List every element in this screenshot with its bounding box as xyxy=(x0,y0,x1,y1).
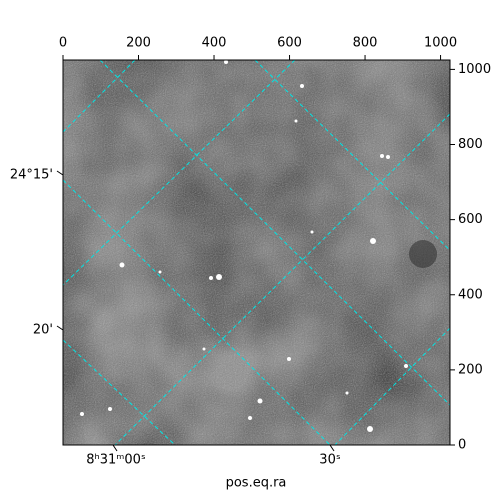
y-tick-label: 200 xyxy=(458,362,483,377)
ra-label: 30ˢ xyxy=(319,453,341,468)
y-tick-label: 600 xyxy=(458,212,483,227)
sky-image xyxy=(63,60,450,445)
x-tick-label: 600 xyxy=(277,36,302,51)
x-tick-label: 400 xyxy=(202,36,227,51)
dec-label: 24°15' xyxy=(10,168,53,183)
dec-label: 20' xyxy=(33,323,53,338)
ra-label: 8ʰ31ᵐ00ˢ xyxy=(86,453,146,468)
y-tick-label: 800 xyxy=(458,137,483,152)
x-tick-label: 0 xyxy=(59,36,67,51)
x-axis-label: pos.eq.ra xyxy=(226,476,287,491)
x-tick-label: 800 xyxy=(353,36,378,51)
y-tick-label: 0 xyxy=(458,438,466,453)
x-tick-label: 200 xyxy=(126,36,151,51)
y-tick-label: 1000 xyxy=(458,62,491,77)
x-tick-label: 1000 xyxy=(424,36,457,51)
y-tick-label: 400 xyxy=(458,287,483,302)
frame xyxy=(62,59,451,446)
